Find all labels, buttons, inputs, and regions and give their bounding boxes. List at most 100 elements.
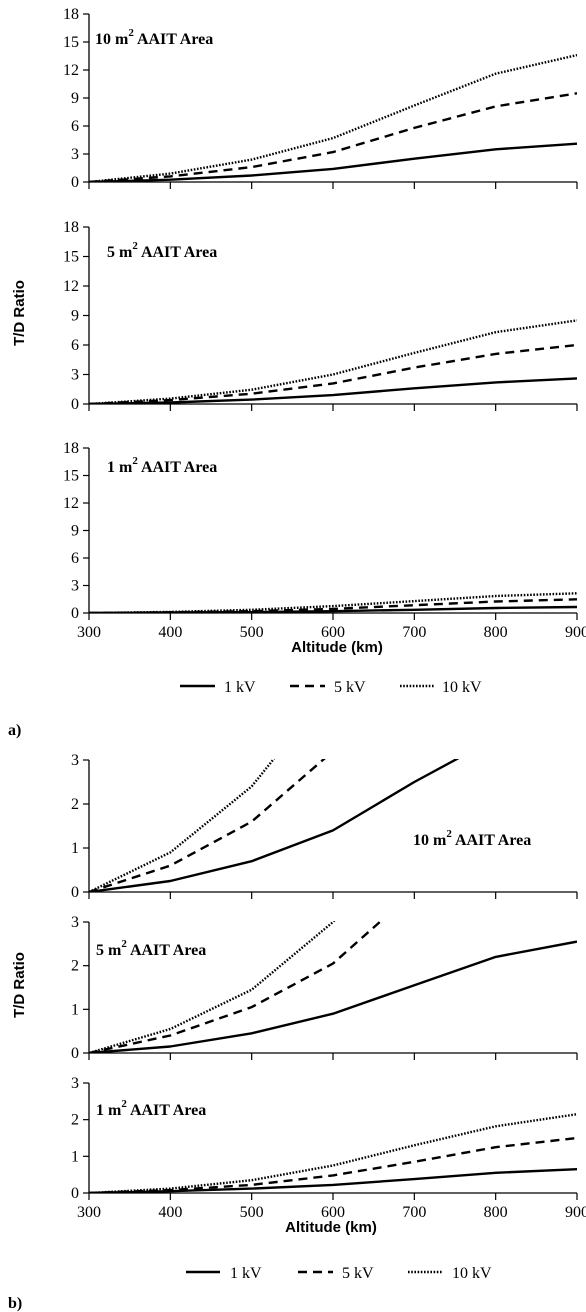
y-tick-label: 18 bbox=[63, 440, 79, 457]
series-line-10kv bbox=[89, 921, 336, 1053]
y-tick-label: 6 bbox=[71, 550, 79, 567]
x-tick-label: 600 bbox=[321, 1204, 345, 1221]
y-tick-label: 1 bbox=[71, 1148, 79, 1165]
series-group bbox=[89, 921, 577, 1053]
y-tick-label: 3 bbox=[71, 578, 79, 595]
series-line-1kv bbox=[89, 142, 577, 182]
panel-title-main: 10 m bbox=[95, 31, 129, 48]
x-tick-label: 800 bbox=[484, 1204, 508, 1221]
series-line-5kv bbox=[89, 92, 577, 182]
y-tick-label: 18 bbox=[63, 6, 79, 23]
panel-title-rest: AAIT Area bbox=[138, 459, 217, 476]
legend-label-1kv: 1 kV bbox=[230, 1265, 262, 1282]
panel-title-main: 1 m bbox=[96, 1102, 122, 1119]
y-tick-label: 12 bbox=[63, 495, 79, 512]
series-group bbox=[89, 592, 577, 613]
panel-title: 5 m2 AAIT Area bbox=[96, 938, 206, 959]
panel-title-rest: AAIT Area bbox=[127, 942, 206, 959]
series-line-1kv bbox=[89, 377, 577, 404]
y-tick-label: 0 bbox=[71, 1185, 79, 1202]
y-tick-label: 15 bbox=[63, 249, 79, 266]
series-group bbox=[89, 1113, 577, 1193]
series-line-10kv bbox=[89, 53, 577, 182]
y-tick-label: 12 bbox=[63, 278, 79, 295]
figure-a-ylabel: T/D Ratio bbox=[11, 280, 28, 346]
y-tick-label: 18 bbox=[63, 219, 79, 236]
x-tick-label: 400 bbox=[158, 624, 182, 641]
panel-title-rest: AAIT Area bbox=[127, 1102, 206, 1119]
x-tick-label: 800 bbox=[484, 624, 508, 641]
figure-a-legend: 1 kV 5 kV 10 kV bbox=[180, 679, 482, 696]
x-tick-label: 500 bbox=[240, 624, 264, 641]
y-tick-label: 2 bbox=[71, 958, 79, 975]
panel-title-rest: AAIT Area bbox=[452, 832, 531, 849]
y-tick-label: 12 bbox=[63, 62, 79, 79]
y-tick-label: 0 bbox=[71, 174, 79, 191]
panel-title-superscript: 2 bbox=[121, 938, 127, 950]
x-tick-label: 300 bbox=[77, 624, 101, 641]
chart-panel-a-3: 0 3 6 9 12 15 18 300 400 500 600 700 800 900 1 m2 AAIT… bbox=[63, 440, 586, 641]
y-tick-label: 9 bbox=[71, 523, 79, 540]
series-line-10kv bbox=[89, 1113, 577, 1193]
panel-title-bg bbox=[409, 825, 577, 853]
figure-b-xlabel: Altitude (km) bbox=[285, 1219, 377, 1236]
legend-label-5kv: 5 kV bbox=[342, 1265, 374, 1282]
y-tick-label: 0 bbox=[71, 605, 79, 622]
y-tick-label: 3 bbox=[71, 752, 79, 769]
x-tick-label: 700 bbox=[402, 1204, 426, 1221]
x-tick-label: 900 bbox=[565, 1204, 586, 1221]
figure-b-legend: 1 kV 5 kV 10 kV bbox=[186, 1265, 492, 1282]
y-tick-label: 3 bbox=[71, 914, 79, 931]
y-tick-label: 9 bbox=[71, 308, 79, 325]
series-line-1kv bbox=[89, 940, 577, 1053]
y-tick-label: 6 bbox=[71, 337, 79, 354]
series-line-5kv bbox=[89, 921, 383, 1053]
y-tick-label: 15 bbox=[63, 34, 79, 51]
x-tick-label: 500 bbox=[240, 1204, 264, 1221]
series-group bbox=[89, 53, 577, 182]
series-line-10kv bbox=[89, 592, 577, 613]
panel-title-main: 5 m bbox=[107, 244, 133, 261]
panel-title-main: 5 m bbox=[96, 942, 122, 959]
chart-panel-b-1: 0 1 2 3 10 m2 AAIT Area bbox=[71, 752, 578, 901]
legend-label-10kv: 10 kV bbox=[442, 679, 482, 696]
series-line-5kv bbox=[89, 343, 577, 404]
panel-title: 1 m2 AAIT Area bbox=[96, 1098, 206, 1119]
series-line-10kv bbox=[89, 319, 577, 404]
y-tick-label: 0 bbox=[71, 396, 79, 413]
y-tick-label: 0 bbox=[71, 884, 79, 901]
panel-title-rest: AAIT Area bbox=[134, 31, 213, 48]
x-tick-label: 400 bbox=[158, 1204, 182, 1221]
series-line-5kv bbox=[89, 1136, 577, 1193]
chart-panel-a-1: 0 3 6 9 12 15 18 10 m2 AAIT Area bbox=[63, 6, 578, 191]
panel-title-superscript: 2 bbox=[132, 240, 138, 252]
series-line-10kv bbox=[89, 759, 276, 892]
panel-title-superscript: 2 bbox=[446, 828, 452, 840]
y-tick-label: 1 bbox=[71, 840, 79, 857]
x-tick-label: 700 bbox=[402, 624, 426, 641]
legend-label-5kv: 5 kV bbox=[334, 679, 366, 696]
x-tick-label: 600 bbox=[321, 624, 345, 641]
series-line-1kv bbox=[89, 1168, 577, 1193]
panel-title: 10 m2 AAIT Area bbox=[95, 27, 213, 48]
y-tick-label: 1 bbox=[71, 1001, 79, 1018]
panel-title: 1 m2 AAIT Area bbox=[107, 455, 217, 476]
x-tick-label: 300 bbox=[77, 1204, 101, 1221]
figure-b-label: b) bbox=[8, 1295, 22, 1312]
panel-title-superscript: 2 bbox=[128, 27, 134, 39]
figure-a-xlabel: Altitude (km) bbox=[291, 639, 383, 656]
legend-label-1kv: 1 kV bbox=[224, 679, 256, 696]
panel-title: 5 m2 AAIT Area bbox=[107, 240, 217, 261]
series-line-1kv bbox=[89, 759, 460, 892]
y-tick-label: 3 bbox=[71, 146, 79, 163]
y-tick-label: 3 bbox=[71, 367, 79, 384]
panel-title-superscript: 2 bbox=[132, 455, 138, 467]
y-tick-label: 6 bbox=[71, 118, 79, 135]
panel-title: 10 m2 AAIT Area bbox=[413, 828, 531, 849]
series-group bbox=[89, 759, 460, 892]
figure-a-label: a) bbox=[8, 722, 21, 739]
